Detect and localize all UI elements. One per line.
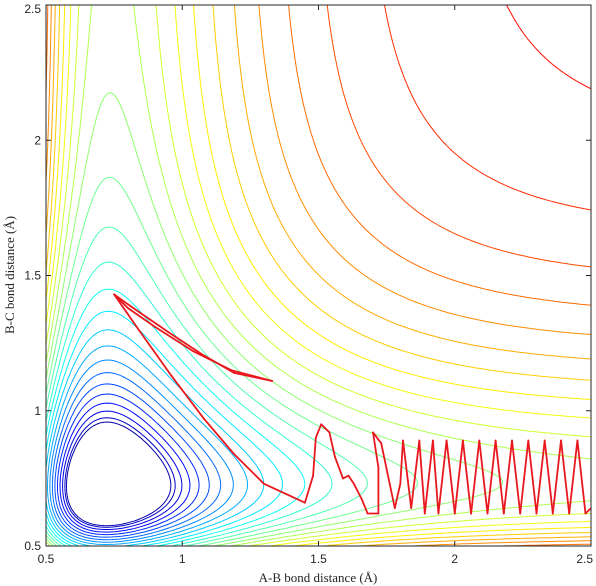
- trajectory-segment: [568, 439, 579, 515]
- contour-level-line: [46, 329, 265, 546]
- trajectory-segment: [470, 439, 481, 515]
- trajectory-segment: [527, 439, 538, 515]
- trajectory-segment: [502, 439, 513, 515]
- trajectory-segment: [342, 474, 350, 480]
- trajectory-segment: [431, 439, 440, 515]
- trajectory-segment: [320, 423, 331, 434]
- trajectory-segment: [410, 439, 421, 510]
- contour-level-line: [46, 310, 283, 546]
- trajectory-segment: [192, 350, 233, 372]
- contour-level-line: [57, 393, 200, 536]
- trajectory-line: [113, 293, 591, 515]
- trajectory-segment: [402, 439, 413, 510]
- trajectory-segment: [372, 431, 380, 469]
- contour-level-line: [49, 359, 234, 543]
- x-tick-label: 2: [451, 552, 458, 566]
- y-tick-label: 0.5: [24, 539, 41, 553]
- contour-level-line: [46, 92, 504, 546]
- y-tick-label: 2.5: [24, 2, 41, 16]
- trajectory-segment: [233, 453, 265, 485]
- x-tick-label: 0.5: [38, 552, 55, 566]
- trajectory-segment: [333, 455, 344, 480]
- contour-level-line: [64, 417, 176, 528]
- x-tick-label: 1: [179, 552, 186, 566]
- contour-level-line: [66, 421, 172, 527]
- trajectory-segment: [137, 328, 173, 377]
- trajectory-segment: [314, 423, 323, 439]
- x-tick-label: 2.5: [576, 552, 593, 566]
- contour-level-line: [384, 5, 591, 211]
- trajectory-segment: [347, 474, 355, 485]
- trajectory-segment: [263, 482, 306, 504]
- x-axis-label: A-B bond distance (Å): [259, 570, 378, 585]
- trajectory-segment: [511, 439, 522, 515]
- contour-level-line: [46, 261, 333, 546]
- trajectory-segment: [453, 439, 464, 515]
- trajectory-segment: [494, 439, 505, 515]
- trajectory-segment: [126, 307, 156, 328]
- trajectory-segment: [445, 439, 456, 515]
- y-tick-label: 2: [34, 133, 41, 147]
- contour-level-line: [46, 5, 591, 546]
- trajectory-segment: [303, 474, 315, 504]
- trajectory-segment: [399, 439, 404, 485]
- contour-level-line: [62, 410, 183, 530]
- trajectory-segment: [543, 439, 554, 515]
- contour-level-line: [46, 5, 591, 546]
- trajectory-segment: [170, 374, 206, 420]
- trajectory-segment: [423, 439, 434, 515]
- contour-level-line: [506, 5, 591, 90]
- contour-level-line: [51, 372, 222, 541]
- trajectory-segment: [203, 417, 235, 455]
- axis-ticks: 0.5 1 1.5 2 2.5 0.5 1 1.5 2 2.5: [24, 2, 593, 566]
- trajectory-segment: [519, 439, 530, 515]
- trajectory-segment: [380, 442, 396, 510]
- contour-level-line: [47, 345, 249, 545]
- trajectory-segment: [560, 439, 571, 515]
- trajectory-segment: [461, 439, 473, 515]
- trajectory-segment: [576, 439, 587, 515]
- trajectory-segment: [478, 439, 489, 515]
- trajectory-segment: [418, 439, 426, 515]
- contour-level-line: [54, 383, 210, 538]
- contour-level-line: [59, 402, 191, 533]
- contour-level-line: [46, 226, 368, 546]
- contour-level-line: [46, 288, 306, 546]
- trajectory-segment: [361, 499, 369, 515]
- trajectory-segment: [328, 431, 336, 458]
- trajectory-segment: [167, 331, 203, 355]
- trajectory-segment: [372, 431, 383, 445]
- trajectory-segment: [393, 482, 402, 510]
- trajectory-segment: [584, 507, 591, 515]
- trajectory-segment: [437, 439, 448, 515]
- y-tick-label: 1.5: [24, 269, 41, 283]
- trajectory-segment: [352, 482, 364, 501]
- y-axis-label: B-C bond distance (Å): [2, 216, 17, 334]
- trajectory-segment: [535, 439, 546, 515]
- trajectory-segment: [230, 369, 274, 382]
- trajectory-segment: [154, 325, 195, 353]
- y-tick-label: 1: [34, 404, 41, 418]
- trajectory-segment: [132, 307, 170, 334]
- trajectory-segment: [486, 439, 497, 515]
- contour-level-line: [326, 5, 591, 268]
- trajectory-segment: [551, 439, 562, 515]
- trajectory-segment: [113, 293, 140, 331]
- trajectory-segment: [312, 436, 317, 477]
- x-tick-label: 1.5: [310, 552, 327, 566]
